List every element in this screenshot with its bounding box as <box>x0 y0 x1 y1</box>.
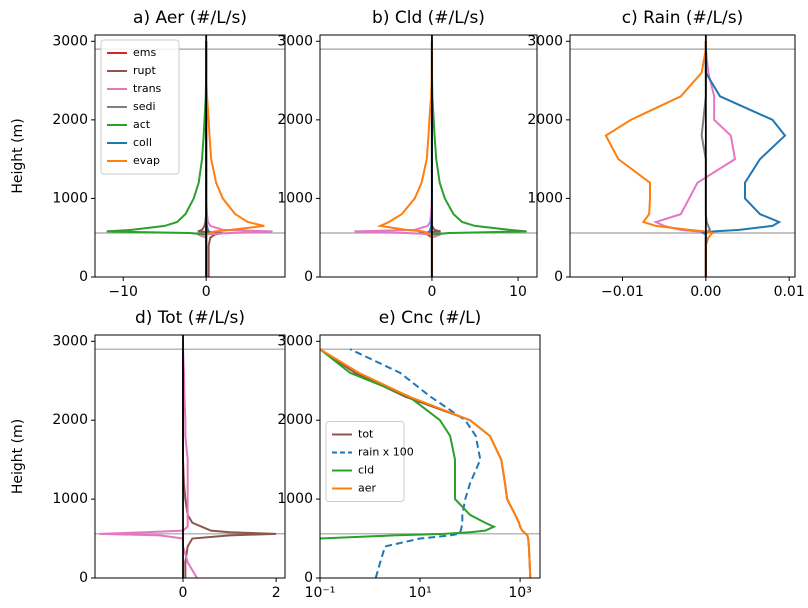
y-tick-label: 2000 <box>277 112 313 128</box>
series-line <box>430 41 527 277</box>
x-tick-label: 10⁻¹ <box>305 585 336 601</box>
series-line <box>349 348 482 578</box>
series-line <box>320 348 497 540</box>
legend-label: act <box>133 118 151 131</box>
x-tick-label: 0.01 <box>774 284 805 300</box>
x-tick-label: 2 <box>272 585 281 601</box>
y-tick-label: 0 <box>554 269 563 285</box>
legend-label: rain x 100 <box>358 446 414 459</box>
y-tick-label: 3000 <box>277 33 313 49</box>
x-tick-label: 0 <box>427 284 436 300</box>
y-tick-label: 3000 <box>527 33 563 49</box>
panel-title: a) Aer (#/L/s) <box>133 8 247 28</box>
series-line <box>418 41 441 277</box>
y-tick-label: 3000 <box>52 333 88 349</box>
panel: 0 1000 2000 3000 10⁻¹ 10¹ 10³ e) Cnc (#/L) tot ra… <box>277 308 541 601</box>
x-tick-label: 0 <box>179 585 188 601</box>
y-tick-label: 0 <box>79 269 88 285</box>
series-line <box>604 41 715 277</box>
series-line <box>653 41 737 277</box>
panel: 0 1000 2000 3000 0 10 b) Cld (#/L/s) <box>277 8 538 300</box>
legend-box <box>325 421 405 502</box>
panel-title: e) Cnc (#/L) <box>379 308 482 328</box>
y-tick-label: 3000 <box>277 333 313 349</box>
y-tick-label: 2000 <box>527 112 563 128</box>
panel-title: d) Tot (#/L/s) <box>135 308 245 328</box>
series-line <box>700 41 787 277</box>
x-tick-label: 10³ <box>508 585 531 601</box>
legend-label: coll <box>133 136 152 149</box>
series-line <box>205 41 265 277</box>
y-tick-label: 0 <box>304 269 313 285</box>
x-tick-label: 10 <box>509 284 527 300</box>
legend-label: ems <box>133 46 156 59</box>
axes-frame <box>94 334 286 579</box>
x-tick-label: −0.01 <box>601 284 644 300</box>
y-tick-label: 1000 <box>277 190 313 206</box>
axes-frame <box>319 334 541 579</box>
legend-label: cld <box>358 464 374 477</box>
x-tick-label: −10 <box>108 284 138 300</box>
panel-title: b) Cld (#/L/s) <box>372 8 485 28</box>
y-tick-label: 2000 <box>277 412 313 428</box>
panel: 0 1000 2000 3000 −10 0 a) Aer (#/L/s) Height (m… <box>10 8 286 300</box>
y-tick-label: 0 <box>304 570 313 586</box>
y-tick-label: 0 <box>79 570 88 586</box>
x-tick-label: 0.00 <box>690 284 721 300</box>
y-tick-label: 1000 <box>52 491 88 507</box>
y-tick-label: 1000 <box>277 491 313 507</box>
x-tick-label: 0 <box>202 284 211 300</box>
legend-label: trans <box>133 82 162 95</box>
legend-box <box>100 39 180 175</box>
y-tick-label: 1000 <box>527 190 563 206</box>
y-axis-label: Height (m) <box>10 419 26 494</box>
series-line <box>320 348 532 578</box>
y-tick-label: 1000 <box>52 190 88 206</box>
panel-title: c) Rain (#/L/s) <box>622 8 743 28</box>
legend-label: sedi <box>133 100 156 113</box>
legend-label: tot <box>358 428 374 441</box>
y-tick-label: 2000 <box>52 112 88 128</box>
legend-label: aer <box>358 482 377 495</box>
series-line <box>376 41 433 277</box>
series-line <box>182 341 277 578</box>
legend-label: evap <box>133 154 160 167</box>
y-tick-label: 3000 <box>52 33 88 49</box>
y-axis-label: Height (m) <box>10 118 26 193</box>
y-tick-label: 2000 <box>52 412 88 428</box>
axes-frame <box>569 34 796 278</box>
series-line <box>99 341 198 578</box>
legend-label: rupt <box>133 64 156 77</box>
panel: 0 1000 2000 3000 0 2 d) Tot (#/L/s) Height (m) <box>10 308 286 601</box>
x-tick-label: 10¹ <box>408 585 431 601</box>
axes-frame <box>319 34 538 278</box>
panel: 0 1000 2000 3000 −0.01 0.00 0.01 c) Rain (#/L/s… <box>527 8 804 300</box>
axes-frame <box>94 34 286 278</box>
